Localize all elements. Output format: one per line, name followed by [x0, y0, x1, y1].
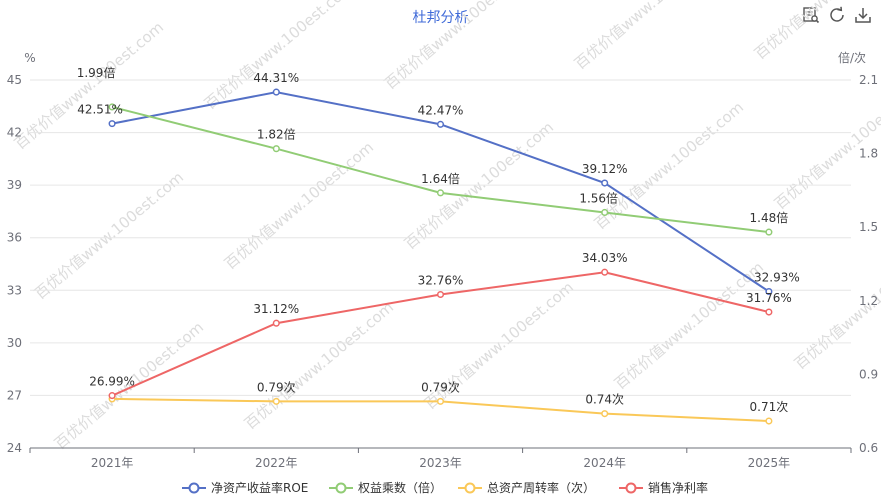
series-layer — [108, 88, 773, 425]
data-point — [601, 208, 609, 217]
legend-label: 总资产周转率（次） — [487, 480, 595, 495]
data-point — [272, 145, 280, 153]
watermark-text: 百优价值www.100est.com — [221, 138, 377, 273]
legend-marker — [625, 482, 637, 494]
data-point — [436, 290, 445, 299]
data-point — [765, 228, 773, 236]
data-point — [601, 179, 609, 187]
data-label: 1.56倍 — [579, 190, 618, 205]
data-point — [436, 397, 445, 405]
legend-marker — [188, 482, 200, 494]
data-label: 0.74次 — [585, 393, 624, 407]
legend-label: 净资产收益率ROE — [211, 480, 308, 495]
data-label: 0.79次 — [421, 380, 460, 394]
watermark-text: 百优价值www.100est.com — [31, 168, 187, 303]
label-layer: 42.51% 44.31% 42.47% 39.12% 32.93% 1.99倍 1.82倍… — [77, 65, 800, 414]
watermark-text: 百优价值www.100est.com — [241, 298, 397, 433]
y-right-tick-label: 2.1 — [859, 73, 878, 87]
y-left-tick-label: 30 — [7, 336, 22, 350]
data-view-icon[interactable] — [801, 5, 821, 25]
data-label: 26.99% — [89, 375, 135, 389]
y-right-tick-label: 0.6 — [859, 441, 878, 455]
y-left-tick-label: 45 — [7, 73, 22, 87]
data-point — [108, 392, 116, 400]
y-right-tick-label: 0.9 — [859, 367, 878, 381]
data-label: 39.12% — [582, 162, 628, 176]
watermark-text: 百优价值www.100est.com — [571, 0, 727, 73]
y-right-tick-label: 1.8 — [859, 147, 878, 161]
data-label: 0.79次 — [257, 380, 296, 394]
data-label: 42.47% — [418, 103, 464, 117]
data-label: 31.76% — [746, 291, 792, 305]
legend-marker — [464, 482, 476, 494]
data-point — [108, 103, 116, 111]
legend-label: 权益乘数（倍） — [358, 480, 442, 495]
legend-marker — [335, 482, 347, 494]
y-left-tick-label: 36 — [7, 231, 22, 245]
legend-layer: 净资产收益率ROE 权益乘数（倍） 总资产周转率（次） 销售净利率 — [182, 480, 708, 495]
watermark-text: 百优价值www.100est.com — [771, 78, 881, 213]
legend-label: 销售净利率 — [648, 480, 708, 495]
data-label: 1.82倍 — [257, 127, 296, 142]
x-tick-label: 2022年 — [255, 456, 298, 470]
y-left-tick-label: 42 — [7, 126, 22, 140]
data-point — [272, 397, 280, 405]
download-icon[interactable] — [853, 5, 873, 25]
data-point — [436, 120, 445, 128]
data-point — [272, 319, 280, 327]
data-point — [765, 308, 773, 316]
y-left-tick-label: 33 — [7, 283, 22, 297]
data-label: 32.93% — [754, 271, 800, 285]
data-label: 0.71次 — [750, 400, 789, 414]
restore-icon[interactable] — [827, 5, 847, 25]
y-right-tick-label: 1.2 — [859, 294, 878, 308]
data-point — [765, 417, 773, 425]
y-left-tick-label: 24 — [7, 441, 22, 455]
data-label: 34.03% — [582, 251, 628, 265]
x-tick-label: 2023年 — [419, 456, 462, 470]
data-point — [272, 88, 280, 96]
x-tick-label: 2025年 — [748, 456, 791, 470]
watermark-text: 百优价值www.100est.com — [611, 258, 767, 393]
y-right-tick-label: 1.5 — [859, 220, 878, 234]
data-label: 31.12% — [253, 302, 299, 316]
chart-title: 杜邦分析 — [412, 10, 469, 26]
data-label: 1.99倍 — [77, 65, 116, 80]
data-point — [601, 410, 609, 418]
data-label: 1.64倍 — [421, 171, 460, 186]
chart-toolbar — [801, 5, 873, 25]
x-tick-label: 2024年 — [583, 456, 626, 470]
y-left-tick-label: 39 — [7, 178, 22, 192]
y-right-axis-label: 倍/次 — [838, 50, 866, 65]
data-point — [436, 189, 445, 197]
data-point — [765, 287, 773, 296]
axis-layer: 24 27 30 33 36 39 42 45 0.6 0.9 1.2 1.5 1.8 2.1% 倍/次 20… — [7, 50, 878, 470]
data-label: 32.76% — [418, 273, 464, 287]
data-point — [108, 120, 116, 128]
data-point — [601, 268, 609, 276]
x-tick-label: 2021年 — [91, 456, 134, 470]
data-label: 44.31% — [253, 71, 299, 85]
watermark-text: 百优价值www.100est.com — [381, 0, 537, 93]
watermark-text: 百优价值www.100est.com — [201, 0, 357, 113]
data-label: 42.51% — [77, 103, 123, 117]
y-left-tick-label: 27 — [7, 388, 22, 402]
data-label: 1.48倍 — [750, 210, 789, 225]
y-left-axis-label: % — [24, 51, 35, 65]
